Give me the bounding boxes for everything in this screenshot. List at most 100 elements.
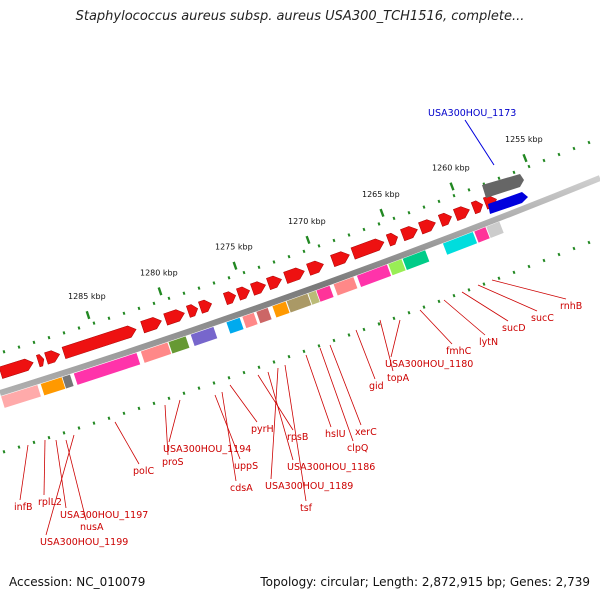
gene-feature-bar[interactable] xyxy=(140,342,172,363)
inner-tick xyxy=(392,316,396,321)
gene-label-USA300HOU_1186: USA300HOU_1186 xyxy=(287,462,375,473)
outer-tick xyxy=(62,331,66,335)
gene-feature-bar[interactable] xyxy=(333,277,358,296)
gene-label-gid: gid xyxy=(369,381,384,392)
gene-label-polC: polC xyxy=(133,466,154,477)
gene-arrow[interactable] xyxy=(61,324,138,359)
leader-line xyxy=(284,364,307,502)
gene-arrow[interactable] xyxy=(223,290,237,306)
outer-tick xyxy=(17,345,21,349)
major-tick xyxy=(85,310,91,320)
inner-tick xyxy=(77,426,81,430)
leader-line xyxy=(65,439,87,521)
inner-tick xyxy=(512,270,516,275)
gene-feature-bar[interactable] xyxy=(308,290,320,305)
gene-arrow[interactable] xyxy=(266,274,283,290)
gene-feature-bar[interactable] xyxy=(256,307,272,324)
leader-line xyxy=(355,329,376,380)
scale-label: 1260 kbp xyxy=(432,163,470,172)
gene-feature-bar[interactable] xyxy=(168,336,190,354)
inner-tick xyxy=(152,401,156,406)
gene-label-rnhB: rnhB xyxy=(560,301,582,312)
gene-arrow[interactable] xyxy=(163,307,187,326)
gene-label-xerC: xerC xyxy=(355,427,377,438)
gene-arrow[interactable] xyxy=(198,298,213,314)
gene-feature-bar[interactable] xyxy=(62,374,74,389)
outer-tick xyxy=(182,291,186,295)
scale-label: 1255 kbp xyxy=(505,135,543,144)
major-tick xyxy=(232,261,238,270)
outer-tick xyxy=(572,146,576,151)
inner-tick xyxy=(62,431,66,435)
outer-tick xyxy=(407,210,411,215)
inner-tick xyxy=(362,327,366,332)
gene-arrow[interactable] xyxy=(236,285,251,301)
outer-tick xyxy=(2,350,6,354)
outer-tick xyxy=(167,296,171,301)
inner-tick xyxy=(407,310,411,315)
gene-arrow[interactable] xyxy=(437,211,453,227)
gene-feature-bar[interactable] xyxy=(474,227,490,243)
gene-feature-bar[interactable] xyxy=(40,377,66,396)
gene-feature-bar[interactable] xyxy=(286,293,312,313)
inner-tick xyxy=(467,288,471,292)
gene-arrow[interactable] xyxy=(470,199,485,215)
gene-arrow[interactable] xyxy=(306,259,325,276)
gene-arrow[interactable] xyxy=(385,231,400,247)
gene-arrow[interactable] xyxy=(186,303,199,318)
gene-label-USA300HOU_1180: USA300HOU_1180 xyxy=(385,359,473,370)
inner-tick xyxy=(47,435,51,440)
gene-label-rplL2: rplL2 xyxy=(38,497,62,508)
feature-grey-gene[interactable] xyxy=(482,174,524,198)
gene-feature-bar[interactable] xyxy=(272,301,290,318)
inner-tick xyxy=(272,360,276,364)
outer-tick xyxy=(137,306,141,311)
gene-feature-bar[interactable] xyxy=(442,232,478,255)
inner-tick xyxy=(227,376,231,380)
gene-arrow[interactable] xyxy=(140,315,164,334)
gene-arrow[interactable] xyxy=(453,204,471,222)
outer-tick xyxy=(122,311,126,316)
gene-arrow[interactable] xyxy=(44,349,62,365)
gene-feature-bar[interactable] xyxy=(73,352,141,385)
leader-line xyxy=(55,439,67,509)
gene-arrow[interactable] xyxy=(418,217,437,235)
leader-line xyxy=(379,319,394,372)
gene-feature-bar[interactable] xyxy=(190,326,218,346)
genome-stats-text: Topology: circular; Length: 2,872,915 bp… xyxy=(260,575,590,589)
gene-feature-bar[interactable] xyxy=(356,264,392,287)
gene-feature-bar[interactable] xyxy=(242,312,258,329)
gene-feature-bar[interactable] xyxy=(486,221,504,238)
inner-tick xyxy=(182,391,186,395)
scale-label: 1270 kbp xyxy=(288,217,326,226)
outer-tick xyxy=(332,238,336,243)
gene-feature-bar[interactable] xyxy=(402,250,430,270)
gene-arrow[interactable] xyxy=(36,354,45,368)
feature-highlighted-gene[interactable] xyxy=(488,192,528,214)
gene-feature-bar[interactable] xyxy=(388,259,406,276)
gene-feature-bar[interactable] xyxy=(316,285,334,302)
gene-arrow[interactable] xyxy=(250,279,267,296)
gene-arrow[interactable] xyxy=(0,357,35,379)
inner-tick xyxy=(167,396,171,401)
gene-features[interactable] xyxy=(0,174,528,408)
gene-arrow[interactable] xyxy=(283,266,307,284)
major-tick xyxy=(522,153,528,163)
leader-line xyxy=(229,384,258,423)
leader-line xyxy=(270,367,279,480)
outer-tick xyxy=(377,222,381,226)
gene-arrow[interactable] xyxy=(330,249,351,267)
leader-line xyxy=(464,119,495,166)
outer-tick xyxy=(527,164,531,169)
gene-label-nusA: nusA xyxy=(80,522,104,533)
gene-feature-bar[interactable] xyxy=(1,385,41,408)
gene-arrow[interactable] xyxy=(350,236,386,260)
gene-arrow[interactable] xyxy=(400,224,419,242)
outer-tick xyxy=(242,270,246,275)
gene-label-USA300HOU_1189: USA300HOU_1189 xyxy=(265,481,353,492)
gene-feature-bar[interactable] xyxy=(226,317,244,334)
gene-label-USA300HOU_1197: USA300HOU_1197 xyxy=(60,510,148,521)
inner-tick xyxy=(452,293,456,298)
gene-label-rpsB: rpsB xyxy=(287,432,308,443)
